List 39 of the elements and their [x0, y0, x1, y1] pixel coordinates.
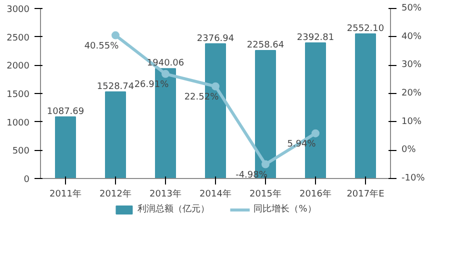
data-label: 1528.74	[96, 82, 134, 92]
x-tick-label: 2012年	[100, 188, 132, 200]
bar	[105, 91, 126, 178]
data-label: 2552.10	[346, 24, 384, 34]
y2-tick-label: 50%	[402, 4, 422, 14]
x-tick-label: 2017年E	[346, 188, 385, 200]
x-tick-label: 2013年	[150, 188, 182, 200]
x-tick-label: 2014年	[200, 188, 232, 200]
y-tick-label: 3000	[6, 5, 30, 15]
point	[262, 160, 270, 168]
bar	[55, 116, 76, 178]
x-tick-label: 2015年	[250, 188, 282, 200]
point	[212, 82, 220, 90]
data-label: 2392.81	[296, 32, 334, 43]
legend-label: 利润总额（亿元）	[138, 203, 210, 216]
y-tick-label: 2000	[6, 62, 30, 72]
y-tick-label: 1000	[6, 118, 30, 128]
data-label: 2258.64	[246, 40, 284, 51]
point	[162, 70, 170, 78]
y2-tick-label: 20%	[402, 88, 422, 98]
y2-tick-label: 40%	[402, 32, 422, 42]
y-tick-label: 500	[12, 146, 30, 157]
data-label: 1087.69	[46, 106, 84, 117]
point	[312, 129, 320, 138]
y-tick-label: 1500	[6, 90, 30, 100]
y2-tick-label: 10%	[402, 116, 422, 127]
bar	[355, 33, 376, 178]
y-tick-label: 0	[24, 175, 30, 185]
y2-tick-label: -10%	[402, 174, 426, 184]
data-label: 2376.94	[196, 34, 234, 44]
data-label: 40.55%	[84, 41, 120, 52]
x-tick-label: 2011年	[50, 188, 82, 200]
point	[112, 31, 120, 40]
y2-tick-label: 0%	[402, 145, 416, 156]
y2-tick-label: 30%	[402, 60, 422, 70]
legend-label: 同比增长（%）	[254, 203, 316, 216]
data-label: 5.94%	[287, 139, 316, 150]
y-tick-label: 2500	[6, 33, 30, 44]
x-tick-label: 2016年	[300, 188, 332, 200]
